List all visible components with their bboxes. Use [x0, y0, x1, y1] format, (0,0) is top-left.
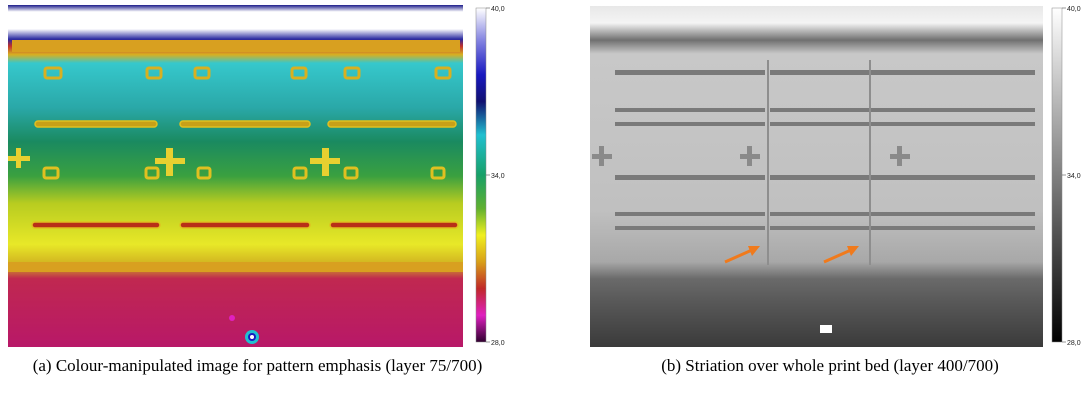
colorbar-a-mid-label: 34,0 — [491, 173, 505, 180]
comb-pattern-row-1 — [615, 70, 1035, 126]
cross-row — [8, 148, 340, 176]
colorbar-a-min-label: 28,0 — [491, 340, 505, 347]
colorbar-a: 40,0 34,0 28,0 — [475, 6, 505, 347]
cross-marks-b — [592, 146, 910, 166]
striation-lines — [767, 60, 871, 265]
colorbar-b-min-label: 28,0 — [1067, 340, 1081, 347]
top-band — [12, 40, 460, 52]
hot-spot — [229, 315, 259, 344]
colorbar-b: 40,0 34,0 28,0 — [1051, 6, 1081, 347]
thermal-image-a: 40,0 34,0 28,0 — [8, 5, 505, 347]
striation-arrows — [724, 246, 859, 264]
figure-b: 40,0 34,0 28,0 (b) Striation over whole … — [580, 0, 1088, 415]
pad-row-1 — [43, 66, 452, 80]
colorbar-b-mid-label: 34,0 — [1067, 173, 1081, 180]
bar-row-2 — [31, 221, 459, 229]
thermal-image-b: 40,0 34,0 28,0 — [590, 6, 1081, 347]
bright-spot — [820, 325, 832, 333]
figure-b-caption: (b) Striation over whole print bed (laye… — [661, 356, 999, 375]
colorbar-a-max-label: 40,0 — [491, 6, 505, 13]
thermal-frame-a — [8, 5, 463, 347]
pad-row-2 — [42, 166, 446, 180]
colorbar-b-max-label: 40,0 — [1067, 6, 1081, 13]
bar-row-1 — [34, 120, 457, 128]
comb-pattern-row-2 — [615, 175, 1035, 230]
figure-a: 40,0 34,0 28,0 (a) Colour-manipulated im… — [0, 0, 530, 415]
figure-a-caption: (a) Colour-manipulated image for pattern… — [32, 356, 483, 375]
bottom-band — [8, 262, 463, 272]
